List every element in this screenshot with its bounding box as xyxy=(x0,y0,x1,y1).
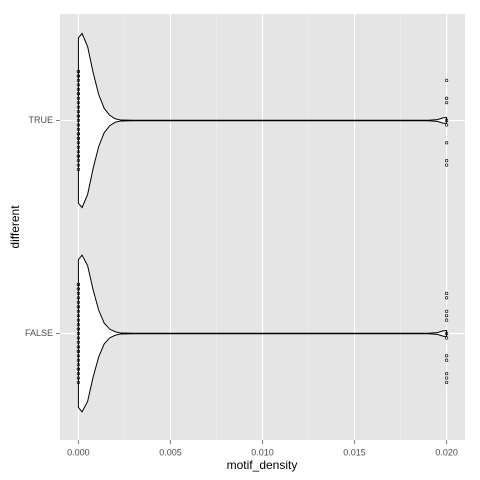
x-tick-label: 0.020 xyxy=(435,447,458,457)
point xyxy=(444,96,449,100)
point xyxy=(444,296,449,300)
point xyxy=(76,145,81,149)
y-tick-label: TRUE xyxy=(29,115,54,125)
point xyxy=(444,158,449,163)
point xyxy=(444,101,449,105)
point xyxy=(444,358,449,362)
point xyxy=(76,318,81,322)
point xyxy=(76,101,81,105)
point xyxy=(76,118,81,123)
point xyxy=(76,300,81,304)
point xyxy=(76,291,81,296)
point xyxy=(444,371,449,376)
point xyxy=(76,340,81,345)
point xyxy=(76,87,81,91)
point xyxy=(444,309,449,313)
point xyxy=(76,305,81,309)
point xyxy=(76,322,81,327)
point xyxy=(76,367,81,371)
x-tick-label: 0.015 xyxy=(343,447,366,457)
point xyxy=(76,371,81,376)
point xyxy=(76,123,81,127)
point xyxy=(76,282,81,287)
point xyxy=(444,336,449,340)
y-tick-label: FALSE xyxy=(25,328,53,338)
point xyxy=(444,291,449,296)
point xyxy=(76,132,81,136)
point xyxy=(444,331,449,336)
point xyxy=(444,118,449,123)
point xyxy=(76,96,81,100)
point xyxy=(444,141,449,145)
point xyxy=(76,327,81,331)
x-tick-label: 0.000 xyxy=(67,447,90,457)
point xyxy=(76,158,81,163)
point xyxy=(76,105,81,109)
point xyxy=(76,349,81,353)
point xyxy=(444,380,449,385)
point xyxy=(76,163,81,167)
point xyxy=(76,336,81,340)
point xyxy=(76,109,81,114)
point xyxy=(76,354,81,358)
x-tick-label: 0.010 xyxy=(251,447,274,457)
point xyxy=(76,127,81,132)
point xyxy=(76,314,81,318)
point xyxy=(76,92,81,96)
point xyxy=(444,163,449,167)
point xyxy=(76,150,81,154)
point xyxy=(76,331,81,336)
point xyxy=(76,345,81,349)
x-tick-label: 0.005 xyxy=(159,447,182,457)
point xyxy=(444,318,449,322)
point xyxy=(444,354,449,358)
point xyxy=(76,141,81,145)
x-axis-title: motif_density xyxy=(227,458,298,472)
point xyxy=(76,154,81,158)
point xyxy=(76,309,81,313)
point xyxy=(76,287,81,291)
point xyxy=(76,78,81,83)
point xyxy=(76,380,81,385)
point xyxy=(76,363,81,367)
point xyxy=(444,314,449,318)
point xyxy=(76,358,81,362)
y-axis-title: different xyxy=(8,205,22,249)
point xyxy=(76,83,81,87)
point xyxy=(76,167,81,172)
point xyxy=(76,74,81,78)
point xyxy=(444,123,449,127)
point xyxy=(444,376,449,380)
point xyxy=(444,78,449,83)
point xyxy=(76,136,81,140)
point xyxy=(76,69,81,74)
point xyxy=(76,296,81,300)
point xyxy=(76,376,81,380)
point xyxy=(76,114,81,118)
